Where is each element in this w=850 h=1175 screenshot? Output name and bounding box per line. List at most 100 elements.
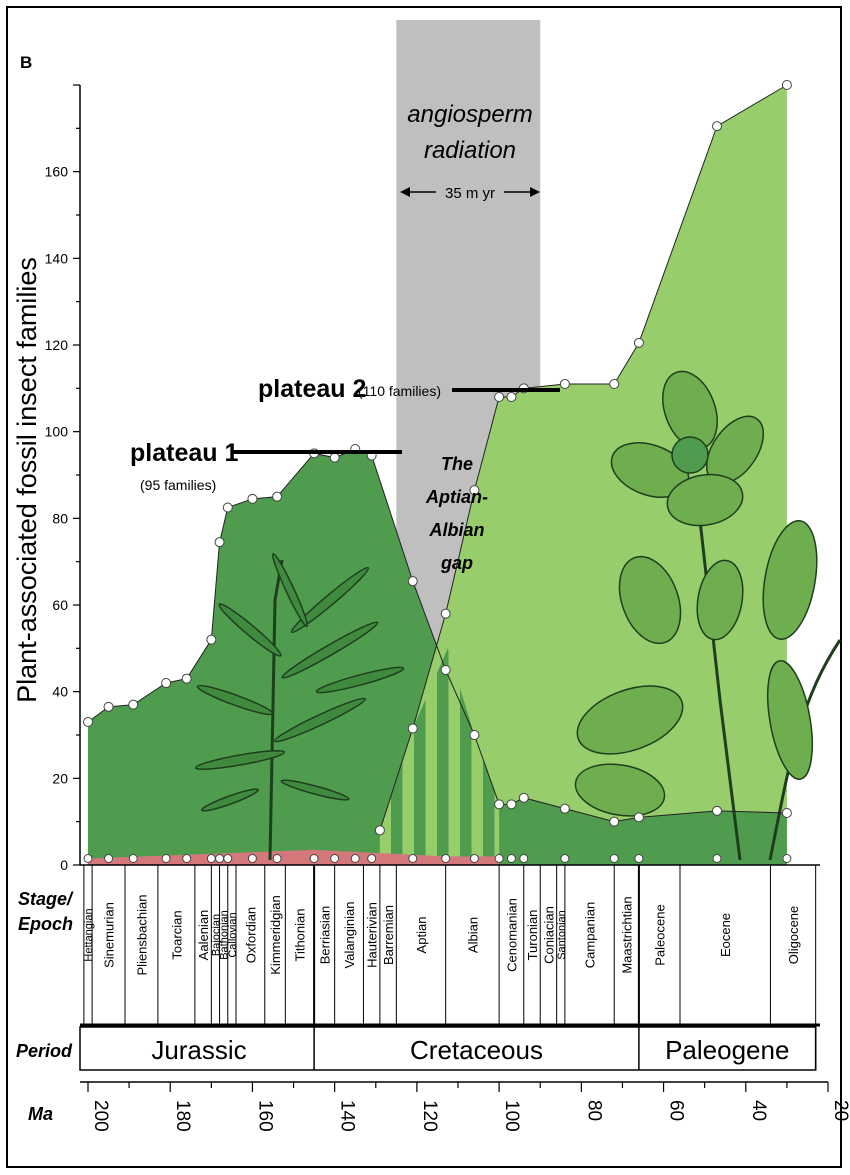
baseline-point <box>215 854 225 863</box>
period-label: Cretaceous <box>410 1035 543 1065</box>
ma-tick-label: 60 <box>666 1100 687 1121</box>
stage-label: Paleocene <box>652 904 667 965</box>
gap-label-line1: angiosperm <box>407 101 532 128</box>
baseline-point <box>309 854 319 863</box>
series-2-point <box>494 392 505 402</box>
stage-label: Barremian <box>381 905 396 965</box>
baseline-point <box>161 854 171 863</box>
series-2-point <box>374 825 385 836</box>
series-1-point <box>469 730 480 740</box>
y-tick-label: 60 <box>52 597 68 613</box>
stage-label: Oligocene <box>786 906 801 965</box>
baseline-point <box>408 854 418 863</box>
conifer-illustration <box>194 552 405 861</box>
baseline-point <box>609 854 619 863</box>
series-1-point <box>214 537 225 548</box>
period-label: Jurassic <box>151 1035 246 1065</box>
series-1-point <box>161 678 172 688</box>
baseline-point <box>206 854 216 863</box>
series-1-point <box>633 812 644 823</box>
stage-header-line2: Epoch <box>18 914 73 934</box>
y-axis-label: Plant-associated fossil insect families <box>12 257 42 703</box>
stage-label: Oxfordian <box>243 907 258 963</box>
panel-label: B <box>20 53 32 72</box>
stage-row: Hettangian Sinemurian Pliensbachian Toarcia… <box>80 864 820 1027</box>
baseline-point <box>469 854 479 863</box>
y-tick-label: 100 <box>45 424 69 440</box>
baseline-point <box>330 854 340 863</box>
plateau-1-sub: (95 families) <box>140 477 216 493</box>
series-1-point <box>440 665 451 675</box>
stage-label: Valanginian <box>342 902 357 969</box>
stage-label: Callovian <box>227 912 239 957</box>
baseline-point <box>634 854 644 863</box>
ma-tick-label: 40 <box>748 1100 769 1121</box>
gap-name-line1: The <box>441 454 473 474</box>
ma-tick-label: 120 <box>419 1100 440 1132</box>
baseline-point <box>223 854 233 863</box>
baseline-point <box>712 854 722 863</box>
stage-label: Eocene <box>718 913 733 957</box>
ma-header: Ma <box>28 1104 53 1124</box>
period-header: Period <box>16 1041 73 1061</box>
ma-tick-label: 80 <box>583 1100 604 1121</box>
series-1-point <box>329 452 340 463</box>
period-label: Paleogene <box>665 1035 789 1065</box>
series-1-point <box>559 803 570 814</box>
gap-name-line4: gap <box>440 553 473 573</box>
ma-axis: 200 180 160 140 120 100 80 60 40 20 <box>80 1081 850 1132</box>
stage-label: Sinemurian <box>102 902 117 968</box>
y-tick-label: 80 <box>52 510 68 526</box>
gap-annotation: angiosperm radiation 35 m yr <box>400 101 540 202</box>
plateau-1-label: plateau 1 <box>130 439 238 467</box>
series-2-point <box>633 337 644 348</box>
series-2-point <box>609 379 620 389</box>
plateau-2-annotation: plateau 2 (110 families) <box>258 375 560 403</box>
series-1-point <box>781 808 792 818</box>
y-tick-label: 0 <box>60 857 68 873</box>
series-2-point <box>407 723 418 734</box>
ma-tick-label: 20 <box>830 1100 850 1121</box>
y-tick-label: 160 <box>45 164 69 180</box>
series-2-point <box>469 485 480 496</box>
stage-label: Tithonian <box>293 909 308 962</box>
angiosperm-illustration <box>574 370 842 861</box>
stage-label: Hettangian <box>83 908 95 961</box>
baseline-point <box>350 854 360 863</box>
series-1-point <box>128 699 139 710</box>
series-1-point <box>247 493 258 504</box>
ma-tick-label: 100 <box>501 1100 522 1132</box>
gap-label-line2: radiation <box>424 137 516 164</box>
series-1-point <box>494 799 505 810</box>
stage-label: Kimmeridgian <box>268 895 283 974</box>
baseline-point <box>560 854 570 863</box>
series-1-point <box>181 673 192 684</box>
duration-label: 35 m yr <box>445 185 495 202</box>
baseline-point <box>83 854 93 863</box>
period-row: Jurassic Cretaceous Paleogene <box>79 1026 817 1071</box>
baseline-point <box>506 854 516 863</box>
plateau-2-sub: (110 families) <box>358 383 441 399</box>
series-2-point <box>440 608 451 619</box>
series-2-point <box>712 121 722 132</box>
series-1-point <box>407 576 418 587</box>
stage-label: Toarcian <box>169 910 184 959</box>
ma-tick-label: 160 <box>254 1100 275 1132</box>
gap-name-line2: Aptian- <box>425 487 488 507</box>
overlap-striped-area <box>379 648 512 865</box>
series-2-line <box>379 84 788 831</box>
series-1-point <box>222 502 233 513</box>
baseline-point <box>367 854 377 863</box>
series-1-point <box>103 701 114 712</box>
baseline-point <box>272 854 282 863</box>
stage-label: Cenomanian <box>504 898 519 972</box>
ma-tick-label: 180 <box>172 1100 193 1132</box>
angiosperm-associated-area <box>379 85 787 865</box>
series-2-point <box>506 392 517 402</box>
stage-label: Berriasian <box>317 906 332 965</box>
series-1-point <box>206 634 217 645</box>
y-tick-label: 20 <box>52 770 68 786</box>
baseline-point <box>782 854 792 863</box>
y-tick-label: 40 <box>52 684 68 700</box>
